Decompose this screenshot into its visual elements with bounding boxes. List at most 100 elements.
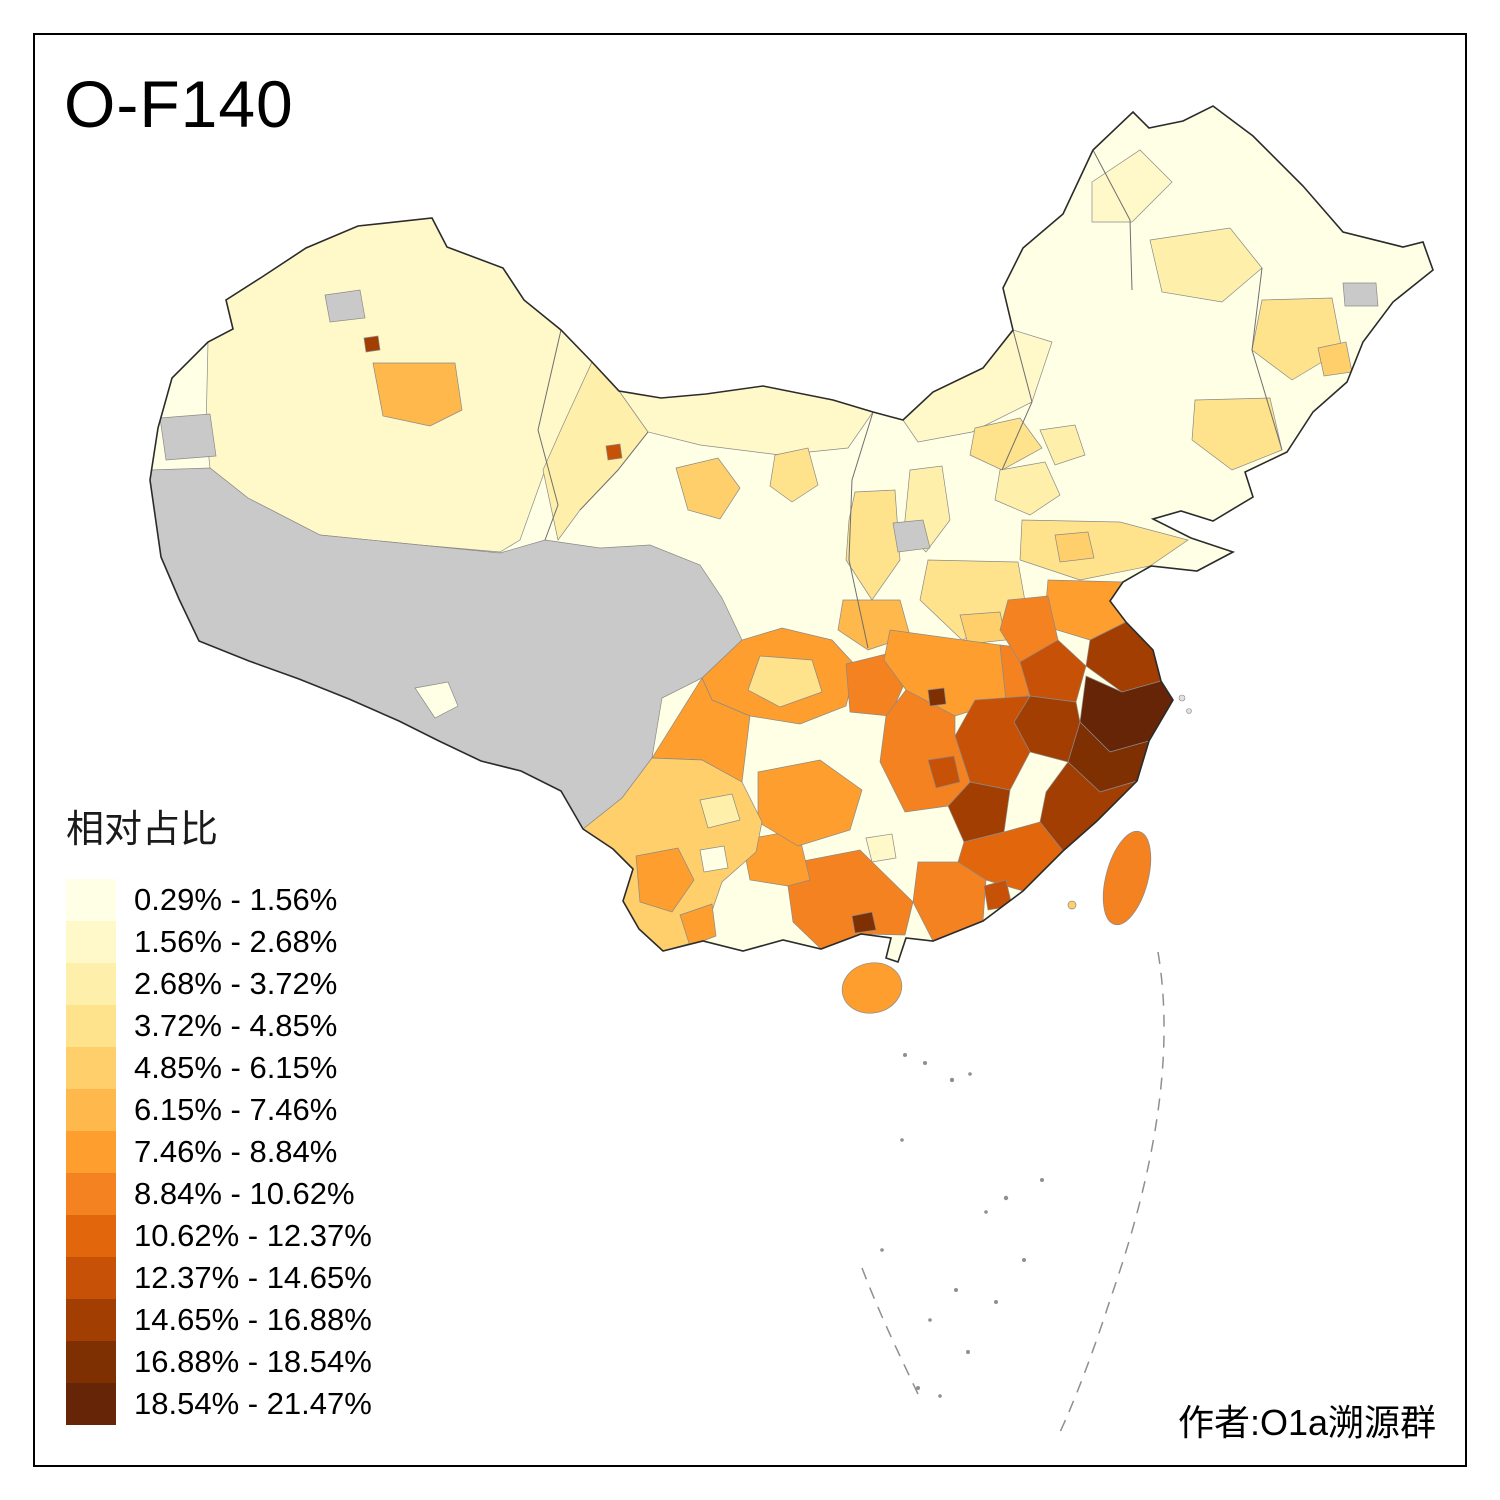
map-region (1039, 424, 1086, 466)
hainan-island (841, 962, 903, 1014)
legend-swatch (66, 1215, 116, 1257)
legend-label: 8.84% - 10.62% (134, 1176, 355, 1211)
map-region (605, 443, 623, 461)
legend-label: 10.62% - 12.37% (134, 1218, 372, 1253)
coastal-islet (1186, 708, 1192, 714)
legend-swatch (66, 1089, 116, 1131)
legend-label: 0.29% - 1.56% (134, 882, 338, 917)
legend-item: 4.85% - 6.15% (66, 1047, 372, 1089)
legend-swatch (66, 963, 116, 1005)
legend-item: 7.46% - 8.84% (66, 1131, 372, 1173)
legend-item: 18.54% - 21.47% (66, 1383, 372, 1425)
map-region (949, 1077, 955, 1083)
legend-label: 16.88% - 18.54% (134, 1344, 372, 1379)
legend-item: 12.37% - 14.65% (66, 1257, 372, 1299)
legend-swatch (66, 1005, 116, 1047)
legend-item: 1.56% - 2.68% (66, 921, 372, 963)
map-region (635, 847, 695, 913)
map-region (1251, 267, 1283, 451)
legend-item: 14.65% - 16.88% (66, 1299, 372, 1341)
legend-item: 16.88% - 18.54% (66, 1341, 372, 1383)
map-region (679, 903, 717, 947)
legend-swatch (66, 1341, 116, 1383)
map-region (1317, 341, 1353, 377)
map-region (865, 833, 897, 863)
map-region (1191, 397, 1283, 471)
map-regions (150, 106, 1433, 962)
map-region (984, 1210, 988, 1214)
map-region (1251, 297, 1343, 381)
map-region (1019, 639, 1087, 703)
map-region (1054, 531, 1095, 563)
legend-item: 6.15% - 7.46% (66, 1089, 372, 1131)
map-region (159, 413, 217, 461)
map-region (1342, 282, 1379, 307)
legend-label: 6.15% - 7.46% (134, 1092, 338, 1127)
map-region (969, 417, 1043, 471)
map-region (699, 845, 729, 873)
legend-swatch (66, 921, 116, 963)
taiwan-island (1102, 830, 1152, 926)
map-region (954, 1288, 958, 1292)
legend-swatch (66, 1383, 116, 1425)
legend-swatch (66, 1131, 116, 1173)
map-region (699, 793, 741, 829)
map-region (1149, 227, 1263, 303)
map-region (324, 289, 366, 323)
south-china-sea-islands (861, 951, 1165, 1433)
legend: 相对占比 0.29% - 1.56% 1.56% - 2.68% 2.68% - 3… (66, 798, 372, 1425)
penghu-islet (1067, 900, 1077, 910)
legend-label: 3.72% - 4.85% (134, 1008, 338, 1043)
map-region (414, 681, 459, 719)
legend-label: 2.68% - 3.72% (134, 966, 338, 1001)
map-region (675, 457, 741, 520)
legend-label: 12.37% - 14.65% (134, 1260, 372, 1295)
map-region (923, 1061, 927, 1065)
map-region (927, 755, 961, 789)
map-region (994, 461, 1061, 516)
map-region (851, 911, 877, 934)
map-region (1003, 1195, 1009, 1201)
legend-swatch (66, 1299, 116, 1341)
map-region (769, 447, 819, 503)
map-region (747, 655, 823, 708)
map-region (1092, 149, 1133, 291)
page-title: O-F140 (64, 67, 294, 141)
legend-swatch (66, 1173, 116, 1215)
map-region (848, 411, 874, 649)
map-region (1022, 1258, 1026, 1262)
map-region (363, 335, 381, 353)
map-region (900, 1138, 904, 1142)
map-region (1091, 149, 1173, 223)
legend-swatch (66, 879, 116, 921)
legend-item: 2.68% - 3.72% (66, 963, 372, 1005)
attribution: 作者:O1a溯源群 (1177, 1402, 1436, 1443)
map-region (880, 1248, 884, 1252)
legend-label: 4.85% - 6.15% (134, 1050, 338, 1085)
legend-item: 0.29% - 1.56% (66, 879, 372, 921)
legend-label: 7.46% - 8.84% (134, 1134, 338, 1169)
map-region (966, 1350, 970, 1354)
legend-label: 18.54% - 21.47% (134, 1386, 372, 1421)
map-region (537, 329, 562, 541)
nine-dash-line (861, 1267, 919, 1395)
map-region (892, 519, 931, 553)
legend-swatch (66, 1047, 116, 1089)
legend-items: 0.29% - 1.56% 1.56% - 2.68% 2.68% - 3.72% 3… (66, 879, 372, 1425)
map-region (916, 1386, 920, 1390)
coastal-islet (1178, 694, 1186, 702)
legend-label: 1.56% - 2.68% (134, 924, 338, 959)
map-region (1001, 329, 1033, 471)
map-region (928, 1318, 932, 1322)
map-region (994, 1300, 998, 1304)
map-region (938, 1394, 942, 1398)
legend-item: 10.62% - 12.37% (66, 1215, 372, 1257)
map-region (968, 1072, 972, 1076)
legend-label: 14.65% - 16.88% (134, 1302, 372, 1337)
legend-item: 8.84% - 10.62% (66, 1173, 372, 1215)
legend-item: 3.72% - 4.85% (66, 1005, 372, 1047)
map-region (903, 1053, 907, 1057)
map-region (372, 362, 463, 427)
